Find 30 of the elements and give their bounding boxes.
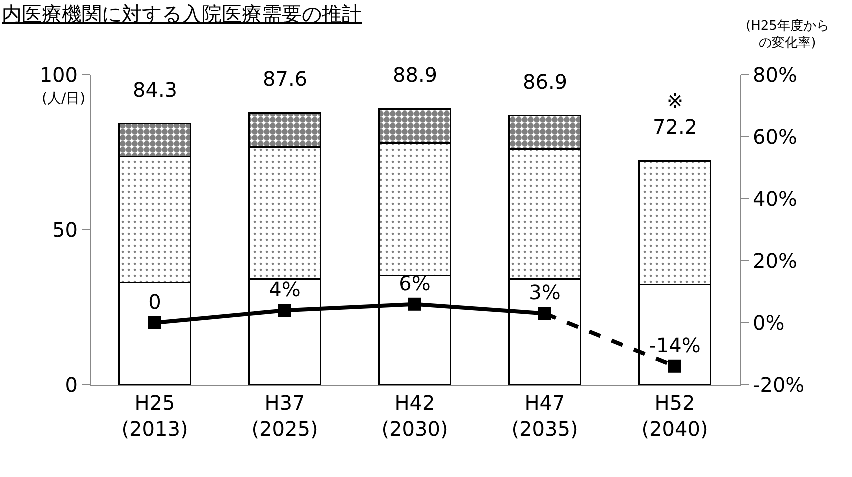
total-label: 84.3 — [133, 78, 178, 102]
total-label: 87.6 — [263, 67, 308, 91]
y2-tick-label: 20% — [753, 249, 798, 273]
total-label: 86.9 — [523, 70, 568, 94]
y-tick-label: 50 — [52, 218, 78, 242]
x-tick-label: H25 (2013) — [122, 391, 188, 441]
y2-tick-label: -20% — [753, 373, 805, 397]
data-label: -14% — [649, 333, 701, 358]
y-tick-label: 0 — [65, 373, 78, 397]
data-label: 0 — [148, 290, 162, 314]
y-tick-label: 100 — [40, 63, 78, 87]
total-label: 88.9 — [393, 63, 438, 87]
point — [278, 304, 292, 318]
x-tick-label: H47 (2035) — [512, 391, 578, 441]
data-label: 3% — [529, 280, 561, 305]
y2-tick-label: 40% — [753, 187, 798, 211]
point — [668, 360, 682, 373]
y2-tick-label: 0% — [753, 311, 785, 335]
x-tick-label: H52 (2040) — [642, 391, 708, 441]
y2-axis-title: (H25年度からの変化率) — [746, 18, 830, 51]
y2-tick-label: 80% — [753, 63, 798, 87]
point — [148, 316, 162, 330]
point — [408, 298, 422, 311]
x-tick-label: H42 (2030) — [382, 391, 448, 441]
data-label: 4% — [269, 277, 301, 302]
x-tick-label: H37 (2025) — [252, 391, 318, 441]
y-axis-title: (人/日) — [42, 91, 86, 107]
total-label: ※ 72.2 — [653, 89, 698, 139]
chart-title: 内医療機関に対する入院医療需要の推計 — [2, 2, 362, 26]
y2-tick-label: 60% — [753, 125, 798, 149]
